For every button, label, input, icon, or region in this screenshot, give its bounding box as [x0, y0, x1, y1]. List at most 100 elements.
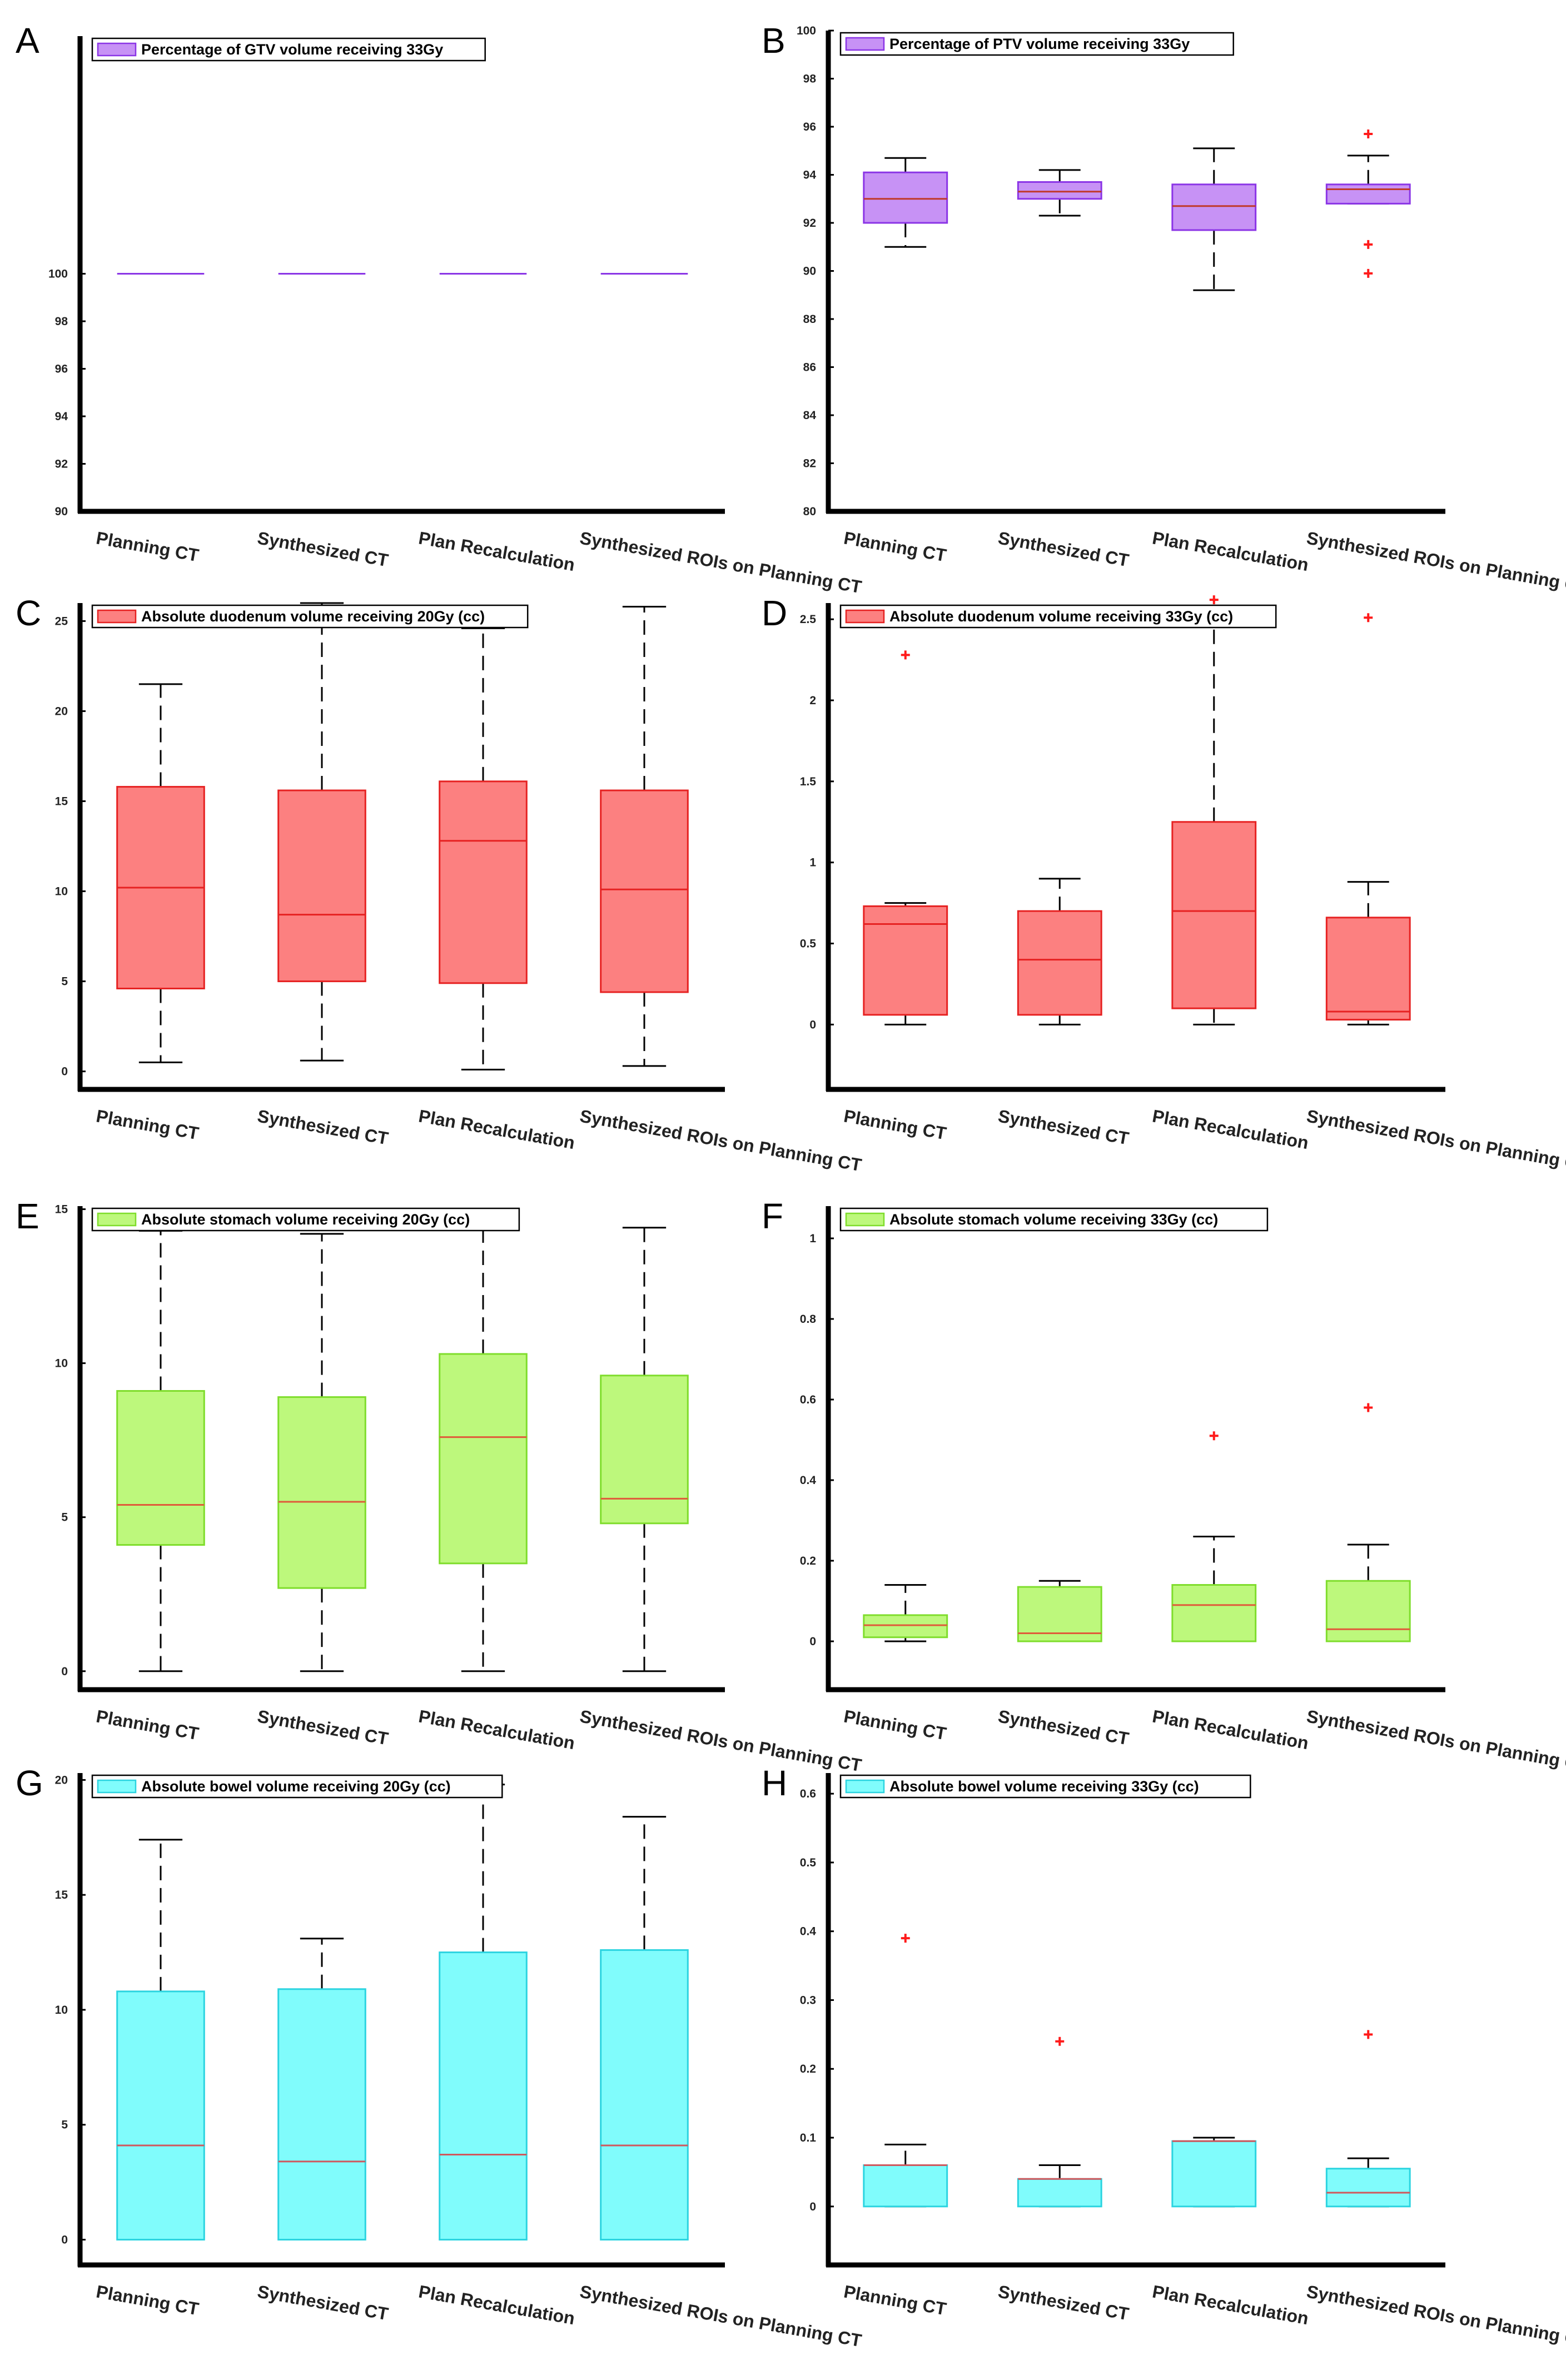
- box-body: [1325, 1580, 1411, 1642]
- box-body: [116, 1990, 205, 2241]
- x-category-label: Planning CT: [842, 1106, 948, 1143]
- box-body: [863, 171, 948, 224]
- box-body: [1171, 183, 1257, 231]
- y-tick-label: 0: [809, 1635, 816, 1648]
- x-category-label: Planning CT: [95, 1706, 201, 1744]
- box-4: [1325, 613, 1411, 1025]
- y-tick-label: 100: [48, 268, 68, 281]
- legend-label: Absolute duodenum volume receiving 33Gy …: [889, 608, 1233, 625]
- x-category-label: Synthesized ROIs on Planning CT: [578, 1106, 863, 1175]
- y-tick-label: 94: [803, 169, 817, 182]
- box-body: [600, 789, 689, 993]
- y-tick-label: 0.4: [800, 1925, 817, 1938]
- y-tick-label: 0: [61, 2234, 68, 2247]
- y-tick-label: 0.5: [800, 1856, 817, 1869]
- box-2: [277, 602, 366, 1062]
- y-tick-label: 96: [55, 363, 68, 376]
- box-2: [1017, 1580, 1102, 1642]
- y-tick-label: 98: [55, 315, 68, 328]
- panel-letter: G: [16, 1763, 43, 1803]
- y-tick-label: 1.5: [800, 775, 817, 788]
- box-2: [277, 1938, 366, 2241]
- legend-swatch: [845, 609, 885, 624]
- x-category-label: Synthesized ROIs on Planning CT: [578, 2281, 863, 2351]
- y-tick-label: 15: [55, 1203, 68, 1216]
- box-1: [863, 157, 948, 248]
- box-body: [1017, 910, 1102, 1016]
- x-category-label: Synthesized CT: [256, 1106, 390, 1148]
- y-tick-label: 10: [55, 2004, 68, 2016]
- box-body: [116, 1390, 205, 1546]
- box-body: [863, 905, 948, 1016]
- legend-swatch: [97, 609, 137, 624]
- outlier-marker: [1209, 1431, 1219, 1441]
- y-tick-label: 20: [55, 1774, 68, 1786]
- y-tick-label: 0.2: [800, 2063, 816, 2075]
- box-body: [439, 1951, 528, 2241]
- y-tick-label: 0: [61, 1065, 68, 1078]
- y-tick-label: 5: [61, 975, 68, 988]
- y-tick-label: 90: [55, 505, 68, 518]
- x-category-label: Plan Recalculation: [1151, 1706, 1310, 1753]
- x-category-label: Plan Recalculation: [417, 527, 576, 575]
- y-tick-label: 96: [803, 121, 816, 133]
- panel-a: A 90 92 94 96 98 100 Planning CT Synthesized CT P…: [16, 21, 863, 597]
- y-tick-label: 86: [803, 361, 816, 374]
- x-category-label: Plan Recalculation: [1151, 1106, 1310, 1153]
- legend-box: [91, 604, 529, 629]
- box-body: [600, 1375, 689, 1525]
- x-category-label: Synthesized CT: [997, 2281, 1131, 2324]
- x-category-label: Plan Recalculation: [417, 1706, 576, 1753]
- x-category-label: Plan Recalculation: [1151, 527, 1310, 575]
- legend-label: Absolute bowel volume receiving 33Gy (cc…: [889, 1778, 1199, 1795]
- box-body: [1171, 821, 1257, 1009]
- y-tick-label: 1: [809, 1232, 816, 1245]
- legend-box: [839, 1207, 1269, 1232]
- y-tick-label: 1: [809, 857, 816, 869]
- box-body: [439, 780, 528, 984]
- x-category-label: Planning CT: [842, 1706, 948, 1744]
- box-3: [1171, 595, 1257, 1025]
- legend-swatch: [97, 1779, 137, 1794]
- outlier-marker: [1364, 129, 1373, 138]
- box-3: [439, 627, 528, 1070]
- legend-label: Percentage of PTV volume receiving 33Gy: [889, 36, 1190, 52]
- outlier-marker: [1364, 268, 1373, 278]
- y-tick-label: 0: [809, 2200, 816, 2213]
- legend-swatch: [845, 37, 885, 51]
- legend-box: [91, 1207, 520, 1232]
- box-body: [1325, 917, 1411, 1021]
- box-body: [600, 1949, 689, 2241]
- panel-g: G 0 5 10 15 20 Planning CT Synthesized CT Plan R…: [16, 1763, 863, 2351]
- legend-box: [839, 1774, 1251, 1799]
- y-tick-label: 100: [797, 24, 816, 37]
- box-body: [277, 1988, 366, 2241]
- panel-letter: F: [762, 1196, 783, 1236]
- box-body: [1017, 1586, 1102, 1642]
- x-category-label: Planning CT: [95, 2281, 201, 2319]
- legend-label: Absolute stomach volume receiving 33Gy (…: [889, 1211, 1218, 1228]
- box-body: [1017, 2178, 1102, 2208]
- box-4: [1325, 2030, 1411, 2208]
- panel-letter: H: [762, 1763, 787, 1803]
- box-4: [600, 1816, 689, 2241]
- y-tick-label: 90: [803, 265, 816, 278]
- y-tick-label: 0.5: [800, 938, 817, 950]
- box-body: [863, 2164, 948, 2208]
- y-tick-label: 82: [803, 457, 816, 470]
- panel-letter: C: [16, 593, 41, 633]
- legend-swatch: [97, 1212, 137, 1227]
- x-category-label: Synthesized CT: [997, 1106, 1131, 1148]
- x-category-label: Plan Recalculation: [417, 1106, 576, 1153]
- y-tick-label: 0.6: [800, 1393, 816, 1406]
- legend-label: Percentage of GTV volume receiving 33Gy: [141, 41, 443, 58]
- y-tick-label: 94: [55, 410, 68, 423]
- outlier-marker: [1364, 2030, 1373, 2039]
- y-tick-label: 0.4: [800, 1474, 817, 1487]
- y-tick-label: 92: [803, 217, 816, 230]
- box-1: [116, 1229, 205, 1672]
- panel-letter: B: [762, 21, 786, 61]
